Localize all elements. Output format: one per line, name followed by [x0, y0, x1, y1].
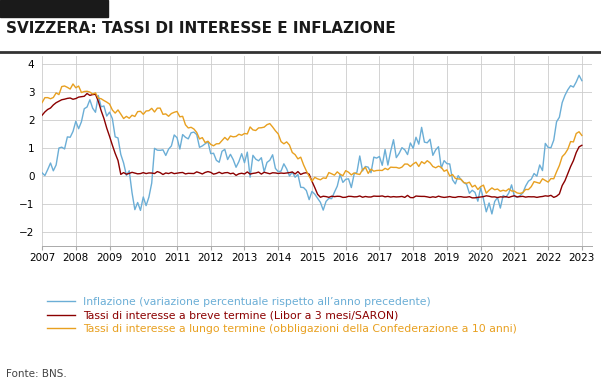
Text: SVIZZERA: TASSI DI INTERESSE E INFLAZIONE: SVIZZERA: TASSI DI INTERESSE E INFLAZION… [6, 21, 396, 36]
Inflazione (variazione percentuale rispetto all’anno precedente) [441, 158, 448, 163]
Tassi di interesse a lungo termine (obbligazioni della Confederazione a 10 anni) [444, 167, 451, 172]
Inflazione (variazione percentuale rispetto all’anno precedente) [255, 159, 262, 163]
Tassi di interesse a lungo termine (obbligazioni della Confederazione a 10 anni) [258, 126, 265, 130]
Inflazione (variazione percentuale rispetto all’anno precedente) [575, 73, 582, 78]
Tassi di interesse a breve termine (Libor a 3 mesi/SARON) [38, 113, 46, 118]
Tassi di interesse a lungo termine (obbligazioni della Confederazione a 10 anni) [578, 133, 585, 138]
Line: Inflazione (variazione percentuale rispetto all’anno precedente): Inflazione (variazione percentuale rispe… [42, 75, 582, 214]
Tassi di interesse a breve termine (Libor a 3 mesi/SARON) [444, 195, 451, 199]
Inflazione (variazione percentuale rispetto all’anno precedente) [38, 170, 46, 175]
Tassi di interesse a lungo termine (obbligazioni della Confederazione a 10 anni) [516, 191, 523, 196]
Tassi di interesse a lungo termine (obbligazioni della Confederazione a 10 anni) [446, 174, 453, 178]
Tassi di interesse a lungo termine (obbligazioni della Confederazione a 10 anni) [168, 111, 175, 116]
Tassi di interesse a breve termine (Libor a 3 mesi/SARON) [238, 171, 245, 175]
Tassi di interesse a lungo termine (obbligazioni della Confederazione a 10 anni) [238, 133, 245, 137]
Tassi di interesse a breve termine (Libor a 3 mesi/SARON) [376, 194, 383, 199]
Inflazione (variazione percentuale rispetto all’anno precedente) [444, 161, 451, 166]
Tassi di interesse a breve termine (Libor a 3 mesi/SARON) [168, 170, 175, 175]
Tassi di interesse a breve termine (Libor a 3 mesi/SARON) [469, 195, 476, 200]
Tassi di interesse a breve termine (Libor a 3 mesi/SARON) [258, 172, 265, 176]
Tassi di interesse a lungo termine (obbligazioni della Confederazione a 10 anni) [38, 100, 46, 105]
Legend: Inflazione (variazione percentuale rispetto all’anno precedente), Tassi di inter: Inflazione (variazione percentuale rispe… [47, 297, 517, 334]
Inflazione (variazione percentuale rispetto all’anno precedente) [488, 212, 495, 216]
Tassi di interesse a breve termine (Libor a 3 mesi/SARON) [84, 91, 91, 96]
Line: Tassi di interesse a breve termine (Libor a 3 mesi/SARON): Tassi di interesse a breve termine (Libo… [42, 94, 582, 198]
Tassi di interesse a lungo termine (obbligazioni della Confederazione a 10 anni) [376, 168, 383, 173]
Inflazione (variazione percentuale rispetto all’anno precedente) [373, 156, 380, 161]
Inflazione (variazione percentuale rispetto all’anno precedente) [165, 147, 172, 151]
Tassi di interesse a lungo termine (obbligazioni della Confederazione a 10 anni) [69, 82, 76, 86]
Tassi di interesse a breve termine (Libor a 3 mesi/SARON) [446, 194, 453, 199]
Inflazione (variazione percentuale rispetto all’anno precedente) [235, 159, 242, 164]
Text: Fonte: BNS.: Fonte: BNS. [6, 369, 67, 379]
Inflazione (variazione percentuale rispetto all’anno precedente) [578, 78, 585, 83]
Tassi di interesse a breve termine (Libor a 3 mesi/SARON) [578, 143, 585, 147]
Line: Tassi di interesse a lungo termine (obbligazioni della Confederazione a 10 anni): Tassi di interesse a lungo termine (obbl… [42, 84, 582, 194]
